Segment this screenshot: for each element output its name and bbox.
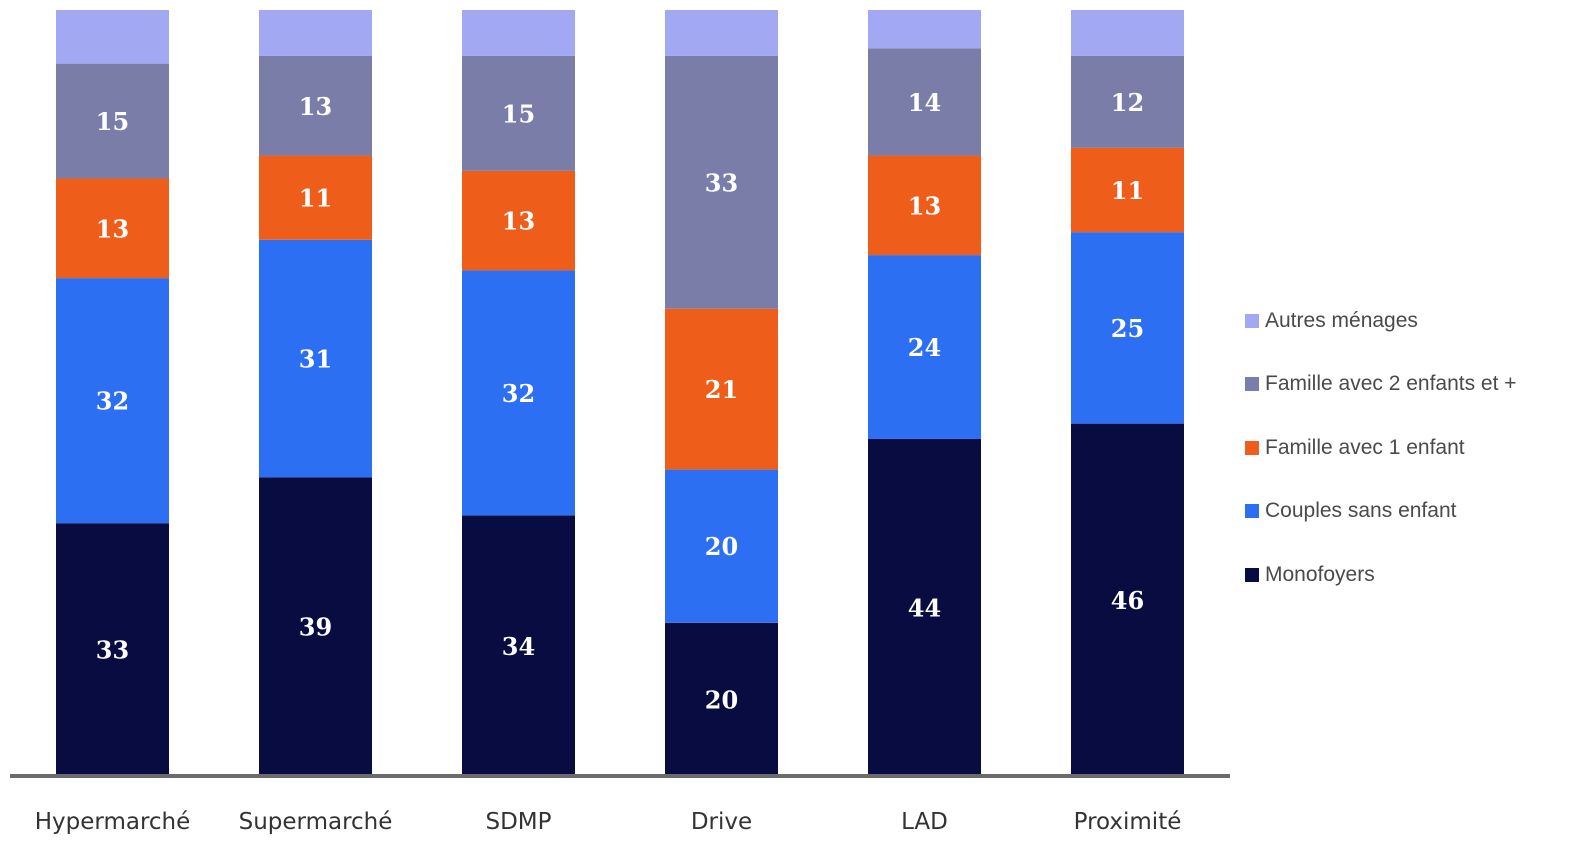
legend-swatch-famille-avec-1-enfant: [1245, 440, 1259, 455]
bar-lad-monofoyers: [868, 438, 981, 776]
data-label-supermarche-couples-sans-enfant: 31: [299, 345, 332, 374]
legend-item-famille-avec-1-enfant: Famille avec 1 enfant: [1245, 416, 1517, 480]
bar-lad-famille-avec-2-enfants-et: [868, 48, 981, 156]
data-label-lad-monofoyers: 44: [908, 593, 941, 622]
bars-group: [56, 10, 1184, 776]
data-label-drive-famille-avec-2-enfants-et: 33: [705, 168, 738, 197]
data-label-lad-couples-sans-enfant: 24: [908, 333, 941, 362]
bar-sdmp-autres-menages: [462, 10, 575, 56]
legend-label-couples-sans-enfant: Couples sans enfant: [1265, 499, 1457, 523]
category-label-proximite: Proximité: [1074, 809, 1182, 835]
bar-hypermarche-famille-avec-1-enfant: [56, 178, 169, 279]
bar-drive-couples-sans-enfant: [665, 469, 778, 623]
data-label-hypermarche-monofoyers: 33: [96, 636, 129, 665]
bar-lad-autres-menages: [868, 10, 981, 49]
bar-proximite-famille-avec-2-enfants-et: [1071, 55, 1184, 148]
category-label-drive: Drive: [691, 809, 752, 835]
bar-supermarche-famille-avec-1-enfant: [259, 155, 372, 240]
data-label-sdmp-famille-avec-2-enfants-et: 15: [502, 99, 535, 128]
data-label-lad-famille-avec-2-enfants-et: 14: [908, 88, 941, 117]
legend-label-autres-menages: Autres ménages: [1265, 308, 1418, 332]
category-labels-group: Hypermarché Supermarché SDMP Drive LAD Proxim…: [35, 809, 1182, 835]
bar-proximite-autres-menages: [1071, 10, 1184, 56]
bar-sdmp-famille-avec-2-enfants-et: [462, 55, 575, 171]
legend-swatch-autres-menages: [1245, 313, 1259, 328]
data-label-hypermarche-famille-avec-2-enfants-et: 15: [96, 107, 129, 136]
data-label-lad-famille-avec-1-enfant: 13: [908, 191, 941, 220]
bar-drive-autres-menages: [665, 10, 778, 56]
legend-label-famille-avec-2-enfants-et: Famille avec 2 enfants et +: [1265, 372, 1517, 396]
data-label-proximite-famille-avec-2-enfants-et: 12: [1111, 88, 1144, 117]
data-label-supermarche-monofoyers: 39: [299, 613, 332, 642]
bar-hypermarche-famille-avec-2-enfants-et: [56, 63, 169, 179]
bar-proximite-couples-sans-enfant: [1071, 232, 1184, 424]
data-label-supermarche-famille-avec-1-enfant: 11: [299, 184, 332, 213]
bar-hypermarche-couples-sans-enfant: [56, 278, 169, 524]
category-label-sdmp: SDMP: [485, 809, 551, 835]
legend-swatch-couples-sans-enfant: [1245, 504, 1259, 519]
legend-item-famille-avec-2-enfants-et: Famille avec 2 enfants et +: [1245, 353, 1517, 417]
bar-supermarche-couples-sans-enfant: [259, 239, 372, 478]
data-label-sdmp-famille-avec-1-enfant: 13: [502, 207, 535, 236]
bar-proximite-famille-avec-1-enfant: [1071, 147, 1184, 233]
bar-hypermarche-autres-menages: [56, 10, 169, 64]
bar-proximite-monofoyers: [1071, 423, 1184, 776]
bar-drive-famille-avec-2-enfants-et: [665, 55, 778, 309]
bar-sdmp-couples-sans-enfant: [462, 270, 575, 516]
data-label-drive-famille-avec-1-enfant: 21: [705, 375, 738, 404]
bar-supermarche-autres-menages: [259, 10, 372, 56]
legend-label-monofoyers: Monofoyers: [1265, 562, 1375, 586]
category-label-lad: LAD: [901, 809, 948, 835]
data-label-proximite-couples-sans-enfant: 25: [1111, 314, 1144, 343]
bar-drive-monofoyers: [665, 622, 778, 776]
data-label-sdmp-monofoyers: 34: [502, 632, 535, 661]
data-labels-group: 33 32 13 15 39 31 11 13 34 32 13 15 20 20 21 33 44 24 13 14…: [96, 88, 1144, 714]
bar-sdmp-famille-avec-1-enfant: [462, 170, 575, 271]
legend-item-couples-sans-enfant: Couples sans enfant: [1245, 480, 1517, 544]
data-label-proximite-monofoyers: 46: [1111, 586, 1144, 615]
legend-item-monofoyers: Monofoyers: [1245, 543, 1517, 607]
data-label-sdmp-couples-sans-enfant: 32: [502, 379, 535, 408]
bar-lad-famille-avec-1-enfant: [868, 155, 981, 256]
bar-supermarche-monofoyers: [259, 477, 372, 776]
bar-lad-couples-sans-enfant: [868, 255, 981, 439]
data-label-hypermarche-famille-avec-1-enfant: 13: [96, 214, 129, 243]
data-label-drive-couples-sans-enfant: 20: [705, 532, 738, 561]
data-label-supermarche-famille-avec-2-enfants-et: 13: [299, 92, 332, 121]
data-label-drive-monofoyers: 20: [705, 685, 738, 714]
bar-sdmp-monofoyers: [462, 515, 575, 776]
data-label-proximite-famille-avec-1-enfant: 11: [1111, 176, 1144, 205]
bar-drive-famille-avec-1-enfant: [665, 308, 778, 470]
legend-item-autres-menages: Autres ménages: [1245, 289, 1517, 353]
legend: Autres ménages Famille avec 2 enfants et …: [1245, 289, 1517, 607]
category-label-hypermarche: Hypermarché: [35, 809, 191, 835]
legend-swatch-famille-avec-2-enfants-et: [1245, 377, 1259, 392]
bar-hypermarche-monofoyers: [56, 523, 169, 776]
bar-supermarche-famille-avec-2-enfants-et: [259, 55, 372, 156]
category-label-supermarche: Supermarché: [239, 809, 393, 835]
legend-label-famille-avec-1-enfant: Famille avec 1 enfant: [1265, 435, 1465, 459]
legend-swatch-monofoyers: [1245, 567, 1259, 582]
data-label-hypermarche-couples-sans-enfant: 32: [96, 387, 129, 416]
